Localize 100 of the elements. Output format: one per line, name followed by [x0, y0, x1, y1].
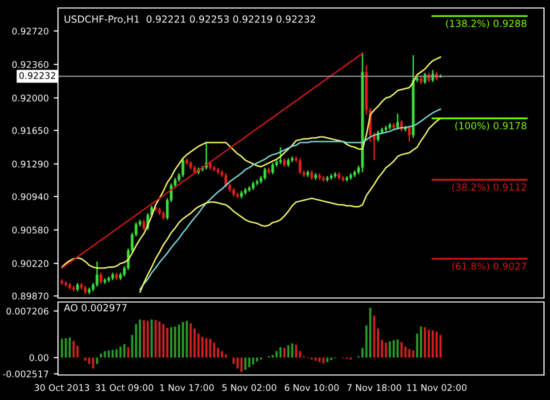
bar: [240, 358, 243, 372]
bar: [205, 338, 208, 358]
bar: [373, 316, 376, 358]
x-tick-label: 5 Nov 02:00: [222, 384, 276, 392]
x-tick-label: 30 Oct 2013: [34, 384, 90, 392]
bar: [170, 327, 172, 358]
bar: [123, 344, 126, 358]
y-tick-label: 0.007206: [6, 308, 48, 315]
bar: [216, 348, 220, 358]
y-tick-label: 0.89870: [12, 292, 48, 300]
bar: [236, 358, 239, 369]
bar: [150, 319, 153, 358]
bar: [392, 340, 395, 358]
bar: [92, 358, 94, 369]
y-tick-label: 0.92000: [12, 94, 48, 102]
bar: [84, 358, 86, 361]
bar: [127, 347, 130, 358]
x-tick-label: 11 Nov 02:00: [407, 384, 466, 392]
bar: [209, 338, 212, 358]
bar: [96, 358, 98, 364]
bar: [108, 350, 110, 358]
bar: [436, 332, 438, 358]
bar: [142, 320, 145, 358]
x-tick-label: 31 Oct 09:00: [96, 384, 154, 392]
bar: [186, 320, 188, 358]
bar: [416, 334, 418, 358]
ref-line-label: (38.2%) 0.9112: [452, 183, 526, 192]
bar: [119, 346, 122, 358]
bar: [287, 345, 290, 358]
y-tick-label: -0.002517: [3, 370, 48, 378]
bar: [432, 330, 434, 358]
bar: [272, 354, 274, 358]
bar: [154, 320, 157, 358]
bar: [178, 324, 180, 358]
bar: [158, 321, 161, 358]
bar: [248, 358, 250, 368]
bar: [100, 354, 102, 358]
bar: [60, 338, 63, 358]
x-tick-label: 7 Nov 18:00: [347, 384, 402, 392]
bar: [131, 334, 134, 358]
bar: [400, 342, 403, 358]
bar: [201, 336, 204, 358]
bar: [283, 348, 286, 358]
bar: [174, 326, 176, 358]
bar: [404, 346, 406, 358]
bar: [322, 358, 325, 364]
x-tick-label: 6 Nov 10:00: [284, 384, 339, 392]
bar: [252, 358, 254, 365]
bar: [439, 334, 442, 358]
bar: [166, 328, 168, 358]
ref-line-label: 0.92232: [19, 72, 56, 79]
bar: [72, 340, 75, 358]
bar: [424, 327, 426, 358]
bar: [420, 326, 422, 358]
bar: [232, 358, 235, 364]
bar: [88, 358, 90, 364]
x-tick-label: 1 Nov 17:00: [160, 384, 214, 392]
y-tick-label: 0.90220: [12, 260, 48, 267]
bar: [330, 358, 332, 360]
bar: [64, 338, 67, 358]
bar: [146, 320, 149, 358]
bar: [384, 342, 387, 358]
bar: [279, 347, 282, 358]
bar: [326, 358, 328, 362]
bar: [112, 350, 114, 358]
ref-line-label: (100%) 0.9178: [455, 122, 526, 131]
y-tick-label: 0.90580: [12, 226, 48, 234]
bar: [182, 322, 184, 358]
y-tick-label: 0.92360: [12, 61, 48, 68]
bar: [256, 358, 258, 362]
bar: [428, 330, 430, 358]
line-series: [61, 56, 442, 269]
bar: [162, 324, 164, 358]
text: USDCHF-Pro,H1 0.92221 0.92253 0.92219 0.92232: [64, 15, 316, 24]
bar: [298, 351, 302, 358]
bar: [318, 358, 321, 362]
bar: [291, 343, 294, 358]
bar: [369, 308, 372, 358]
bar: [244, 358, 246, 370]
y-tick-label: 0.00: [29, 354, 48, 362]
chart-title: AO 0.002977: [64, 304, 127, 312]
bar: [115, 349, 118, 358]
bar: [135, 324, 138, 358]
bar: [138, 319, 142, 358]
bar: [408, 349, 410, 358]
y-tick-label: 0.91650: [12, 127, 48, 134]
bar: [104, 351, 106, 358]
ref-line-label: (61.8%) 0.9027: [452, 262, 526, 271]
bar: [412, 350, 414, 358]
bar: [197, 334, 200, 358]
bar: [220, 351, 224, 358]
bar: [295, 344, 298, 358]
bar: [213, 342, 216, 358]
ref-line-label: (138.2%) 0.9288: [446, 20, 526, 28]
y-tick-label: 0.90940: [12, 193, 48, 200]
bar: [314, 358, 317, 361]
bar: [361, 348, 364, 358]
bar: [380, 340, 384, 358]
bar: [76, 346, 79, 358]
y-tick-label: 0.91290: [12, 160, 48, 168]
